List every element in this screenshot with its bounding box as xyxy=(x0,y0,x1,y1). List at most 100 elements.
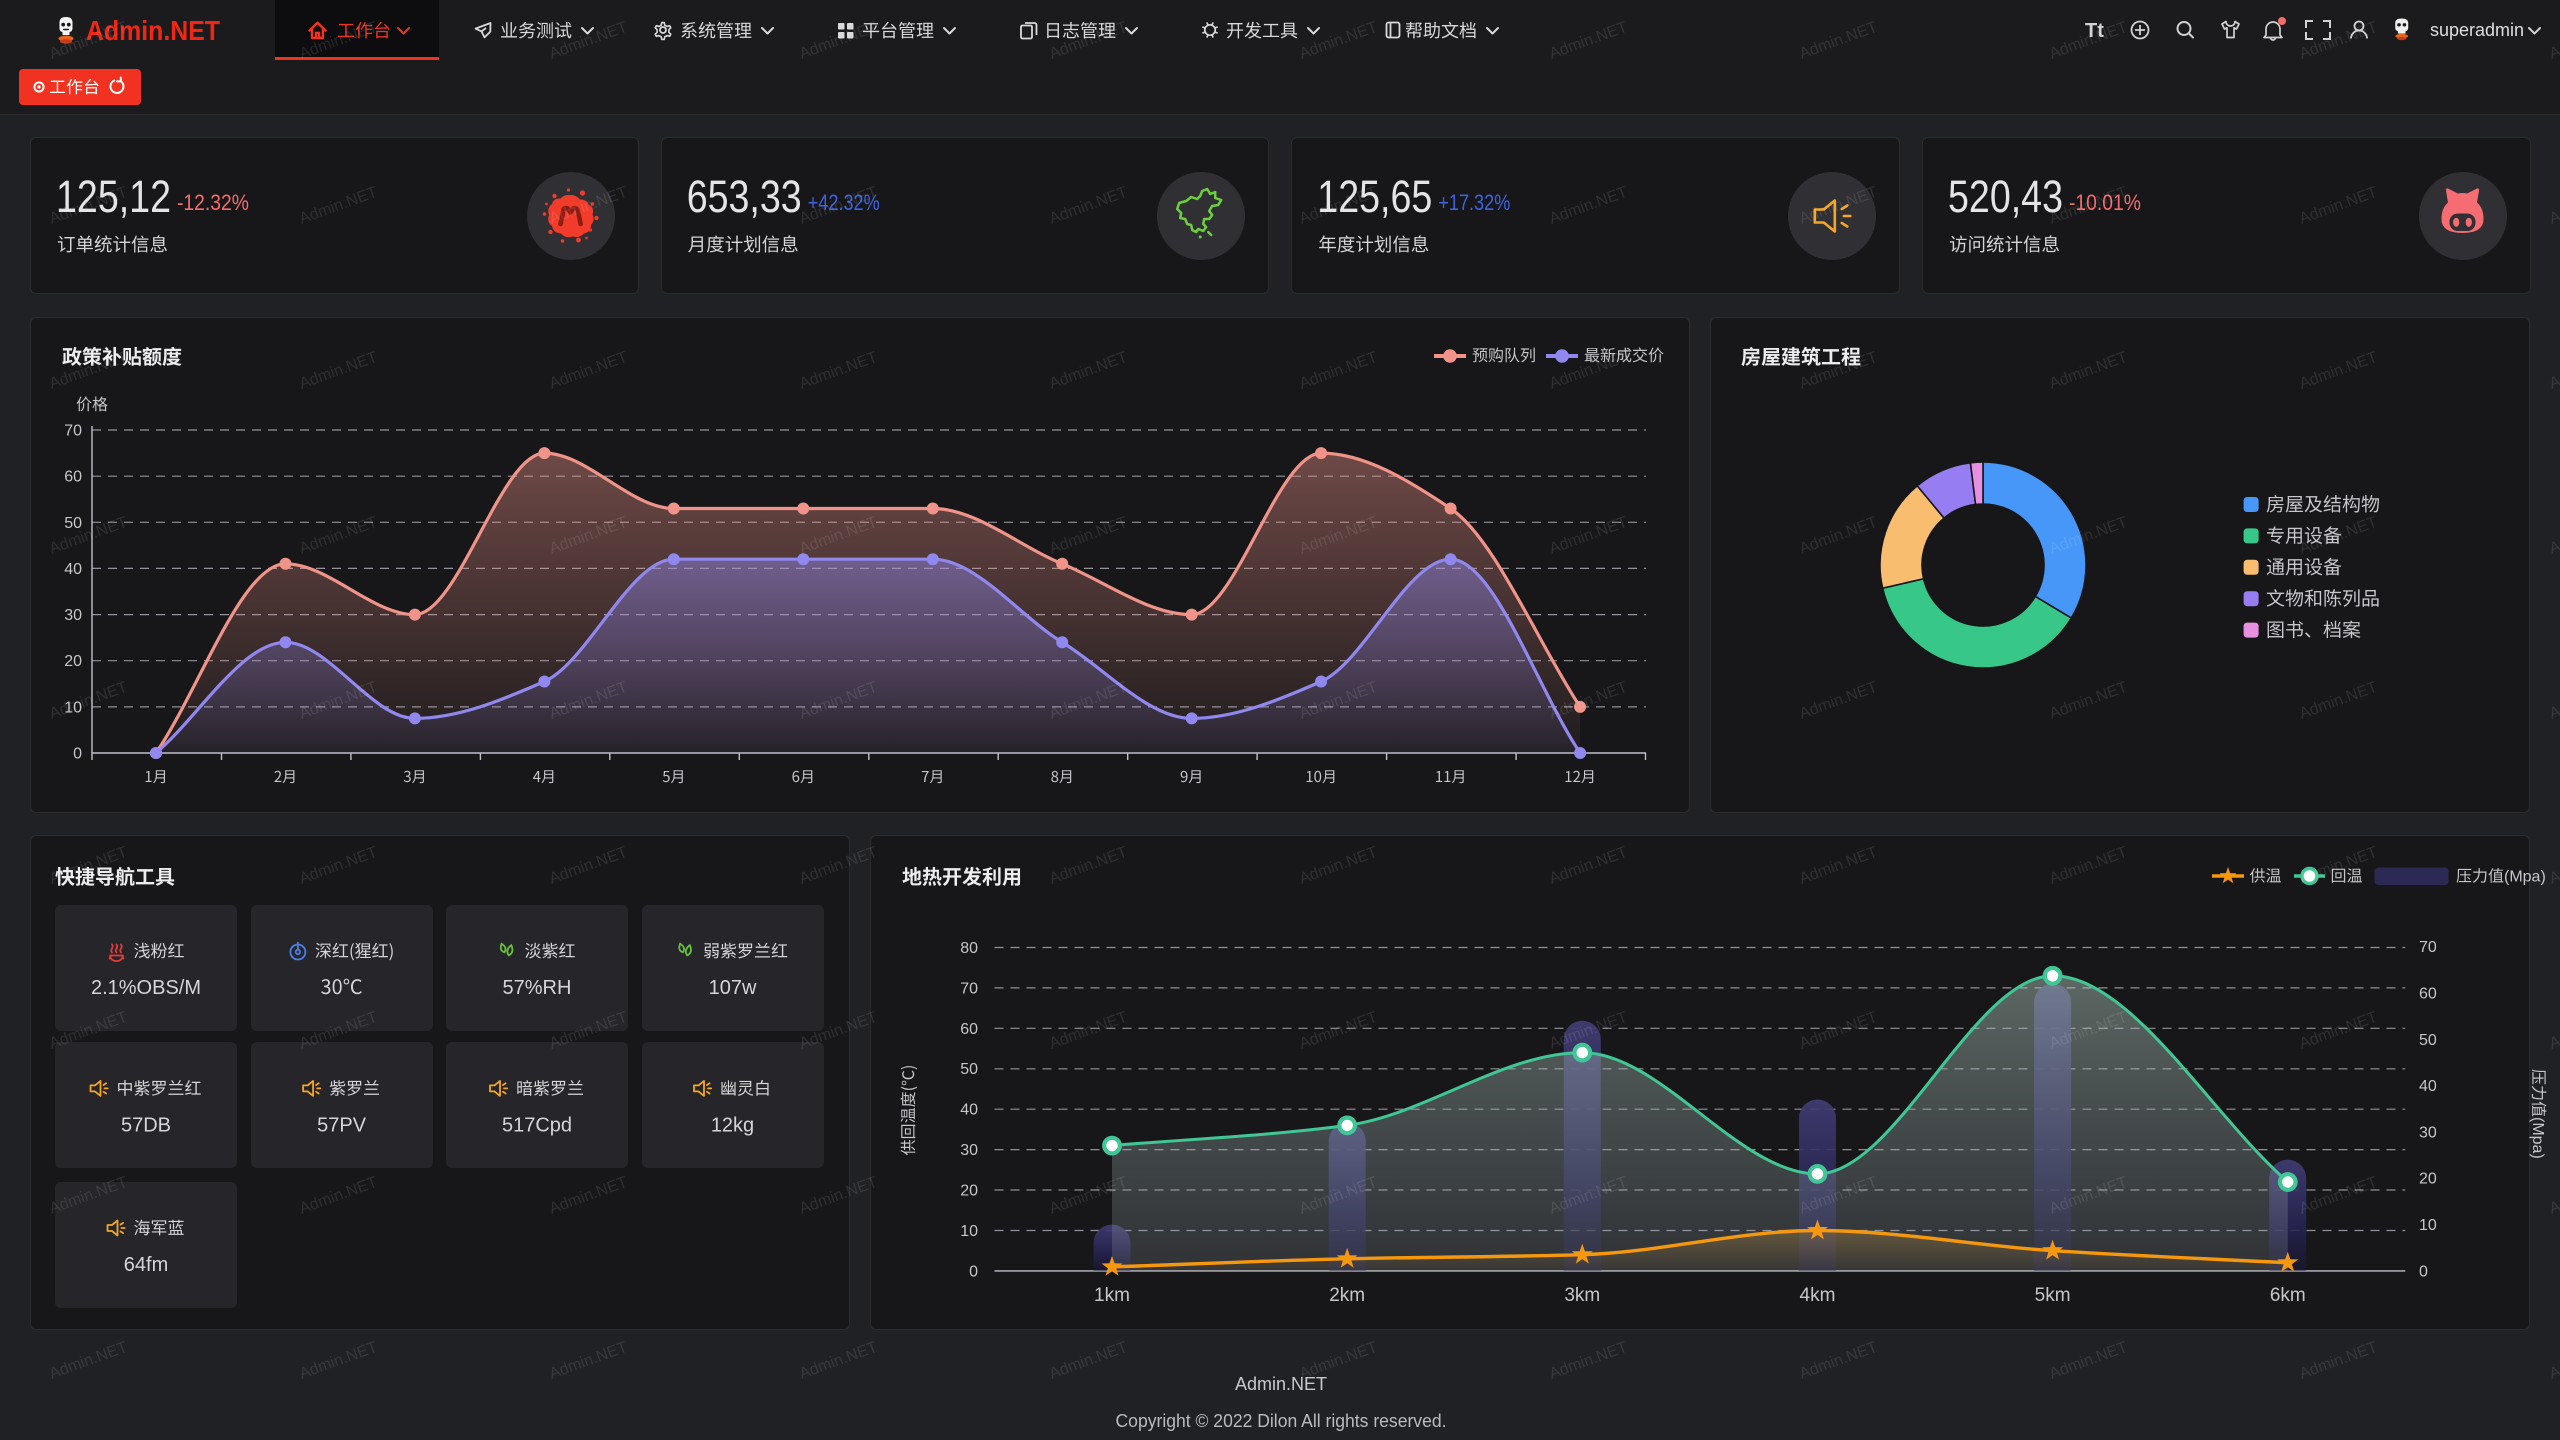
svg-text:Admin.NET: Admin.NET xyxy=(797,1009,880,1053)
svg-text:107w: 107w xyxy=(709,977,757,999)
svg-text:5km: 5km xyxy=(2035,1285,2071,1306)
svg-text:Admin.NET: Admin.NET xyxy=(2297,19,2380,63)
svg-text:653,33: 653,33 xyxy=(687,171,802,222)
svg-text:10: 10 xyxy=(64,699,82,716)
svg-text:Admin.NET: Admin.NET xyxy=(2297,679,2380,723)
svg-text:10: 10 xyxy=(960,1223,978,1240)
svg-text:Admin.NET: Admin.NET xyxy=(1797,19,1880,63)
svg-text:Admin.NET: Admin.NET xyxy=(2047,1339,2130,1383)
svg-text:Admin.NET: Admin.NET xyxy=(2047,679,2130,723)
svg-text:Admin.NET: Admin.NET xyxy=(1797,844,1880,888)
svg-text:Admin.NET: Admin.NET xyxy=(2047,844,2130,888)
svg-text:20: 20 xyxy=(2419,1171,2437,1188)
svg-text:Admin.NET: Admin.NET xyxy=(1547,184,1630,228)
svg-text:10: 10 xyxy=(2419,1217,2437,1234)
svg-text:2km: 2km xyxy=(1329,1285,1365,1306)
svg-text:57%RH: 57%RH xyxy=(503,977,572,999)
svg-text:Admin.NET: Admin.NET xyxy=(297,514,380,558)
svg-text:Tt: Tt xyxy=(2085,20,2104,42)
svg-text:+17.32%: +17.32% xyxy=(1438,190,1510,215)
svg-text:57DB: 57DB xyxy=(121,1114,171,1136)
svg-text:40: 40 xyxy=(2419,1078,2437,1095)
svg-text:2.1%OBS/M: 2.1%OBS/M xyxy=(91,977,201,999)
svg-text:125,12: 125,12 xyxy=(56,171,171,222)
svg-text:Admin.NET: Admin.NET xyxy=(1047,1339,1130,1383)
svg-text:40: 40 xyxy=(960,1102,978,1119)
svg-text:Admin.NET: Admin.NET xyxy=(47,514,130,558)
svg-text:70: 70 xyxy=(960,980,978,997)
svg-text:3km: 3km xyxy=(1564,1285,1600,1306)
svg-text:(Mpa): (Mpa) xyxy=(2529,1117,2546,1159)
svg-text:Admin.NET: Admin.NET xyxy=(1797,184,1880,228)
svg-text:Admin.NET: Admin.NET xyxy=(1297,844,1380,888)
svg-text:Admin.NET: Admin.NET xyxy=(47,679,130,723)
svg-text:20: 20 xyxy=(64,653,82,670)
svg-text:50: 50 xyxy=(960,1061,978,1078)
svg-text:Admin.NET: Admin.NET xyxy=(1547,514,1630,558)
svg-text:Admin.NET: Admin.NET xyxy=(1297,1009,1380,1053)
svg-text:Admin.NET: Admin.NET xyxy=(47,1174,130,1218)
svg-text:Admin.NET: Admin.NET xyxy=(2047,349,2130,393)
svg-text:Admin.NET: Admin.NET xyxy=(1547,1339,1630,1383)
svg-text:Admin.NET: Admin.NET xyxy=(1797,514,1880,558)
svg-text:Admin.NET: Admin.NET xyxy=(1797,349,1880,393)
svg-text:Admin.NET: Admin.NET xyxy=(297,844,380,888)
svg-text:Admin.NET: Admin.NET xyxy=(2547,514,2560,558)
svg-text:50: 50 xyxy=(64,515,82,532)
svg-text:superadmin: superadmin xyxy=(2430,20,2524,40)
svg-text:520,43: 520,43 xyxy=(1948,171,2063,222)
svg-text:Admin.NET: Admin.NET xyxy=(1047,349,1130,393)
svg-text:-10.01%: -10.01% xyxy=(2069,190,2141,215)
svg-text:Admin.NET: Admin.NET xyxy=(1297,1339,1380,1383)
svg-text:Admin.NET: Admin.NET xyxy=(297,349,380,393)
svg-text:60: 60 xyxy=(960,1021,978,1038)
svg-text:Admin.NET: Admin.NET xyxy=(1547,844,1630,888)
svg-text:Admin.NET: Admin.NET xyxy=(547,1009,630,1053)
svg-text:Admin.NET: Admin.NET xyxy=(797,1174,880,1218)
svg-text:50: 50 xyxy=(2419,1032,2437,1049)
svg-text:Admin.NET: Admin.NET xyxy=(547,844,630,888)
svg-text:Admin.NET: Admin.NET xyxy=(1047,844,1130,888)
svg-text:30: 30 xyxy=(960,1142,978,1159)
svg-text:Admin.NET: Admin.NET xyxy=(547,19,630,63)
svg-text:Admin.NET: Admin.NET xyxy=(297,1174,380,1218)
svg-text:Admin.NET: Admin.NET xyxy=(547,1339,630,1383)
svg-text:Admin.NET: Admin.NET xyxy=(1297,19,1380,63)
svg-text:Admin.NET: Admin.NET xyxy=(2297,1009,2380,1053)
svg-text:Admin.NET: Admin.NET xyxy=(297,1009,380,1053)
svg-text:60: 60 xyxy=(2419,985,2437,1002)
svg-text:20: 20 xyxy=(960,1183,978,1200)
svg-text:Admin.NET: Admin.NET xyxy=(1797,1009,1880,1053)
svg-text:40: 40 xyxy=(64,561,82,578)
svg-text:Admin.NET: Admin.NET xyxy=(2547,184,2560,228)
svg-text:Admin.NET: Admin.NET xyxy=(2547,1174,2560,1218)
svg-text:Admin.NET: Admin.NET xyxy=(1797,1339,1880,1383)
svg-text:Admin.NET: Admin.NET xyxy=(1235,1374,1327,1394)
svg-text:0: 0 xyxy=(2419,1263,2428,1280)
svg-text:Admin.NET: Admin.NET xyxy=(86,15,220,46)
svg-text:70: 70 xyxy=(2419,939,2437,956)
svg-text:Admin.NET: Admin.NET xyxy=(297,19,380,63)
svg-text:Admin.NET: Admin.NET xyxy=(2547,1009,2560,1053)
svg-text:Admin.NET: Admin.NET xyxy=(2547,19,2560,63)
svg-text:Admin.NET: Admin.NET xyxy=(2297,1339,2380,1383)
svg-text:Admin.NET: Admin.NET xyxy=(2297,514,2380,558)
svg-text:Admin.NET: Admin.NET xyxy=(2297,184,2380,228)
svg-text:Admin.NET: Admin.NET xyxy=(47,1009,130,1053)
svg-text:Admin.NET: Admin.NET xyxy=(1047,1009,1130,1053)
svg-text:125,65: 125,65 xyxy=(1317,171,1432,222)
svg-text:30: 30 xyxy=(2419,1124,2437,1141)
svg-text:0: 0 xyxy=(969,1263,978,1280)
svg-text:517Cpd: 517Cpd xyxy=(502,1114,572,1136)
svg-text:1km: 1km xyxy=(1094,1285,1130,1306)
svg-text:Admin.NET: Admin.NET xyxy=(2547,1339,2560,1383)
svg-text:-12.32%: -12.32% xyxy=(177,190,249,215)
svg-text:Admin.NET: Admin.NET xyxy=(2547,679,2560,723)
svg-text:Admin.NET: Admin.NET xyxy=(1047,184,1130,228)
svg-text:30: 30 xyxy=(64,607,82,624)
svg-text:+42.32%: +42.32% xyxy=(808,190,880,215)
svg-text:64fm: 64fm xyxy=(124,1254,168,1276)
svg-text:Admin.NET: Admin.NET xyxy=(797,844,880,888)
svg-text:Admin.NET: Admin.NET xyxy=(47,349,130,393)
svg-text:Admin.NET: Admin.NET xyxy=(2547,349,2560,393)
